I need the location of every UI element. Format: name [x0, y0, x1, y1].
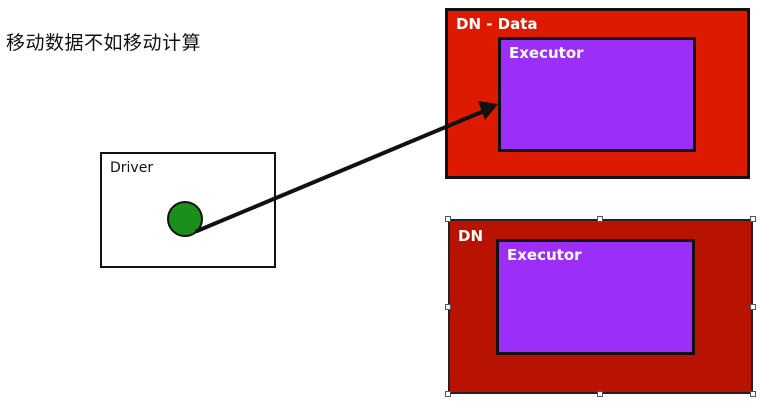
driver-dot	[167, 201, 203, 237]
executor-box[interactable]: Executor	[498, 37, 696, 152]
executor-label: Executor	[507, 246, 582, 264]
resize-handle-bottom-left[interactable]	[445, 391, 451, 397]
resize-handle-middle-left[interactable]	[445, 304, 451, 310]
dn-box[interactable]: DN Executor	[448, 219, 753, 394]
driver-label: Driver	[110, 160, 154, 176]
resize-handle-top-left[interactable]	[445, 216, 451, 222]
dn-data-box[interactable]: DN - Data Executor	[445, 8, 750, 179]
resize-handle-bottom-right[interactable]	[750, 391, 756, 397]
dn-label: DN	[458, 227, 484, 245]
driver-box[interactable]: Driver	[100, 152, 276, 268]
resize-handle-top-right[interactable]	[750, 216, 756, 222]
page-title: 移动数据不如移动计算	[6, 32, 202, 54]
executor-box[interactable]: Executor	[496, 239, 695, 355]
dn-data-label: DN - Data	[456, 15, 538, 33]
executor-label: Executor	[509, 44, 584, 62]
resize-handle-top-center[interactable]	[597, 216, 603, 222]
resize-handle-middle-right[interactable]	[750, 304, 756, 310]
resize-handle-bottom-center[interactable]	[597, 391, 603, 397]
